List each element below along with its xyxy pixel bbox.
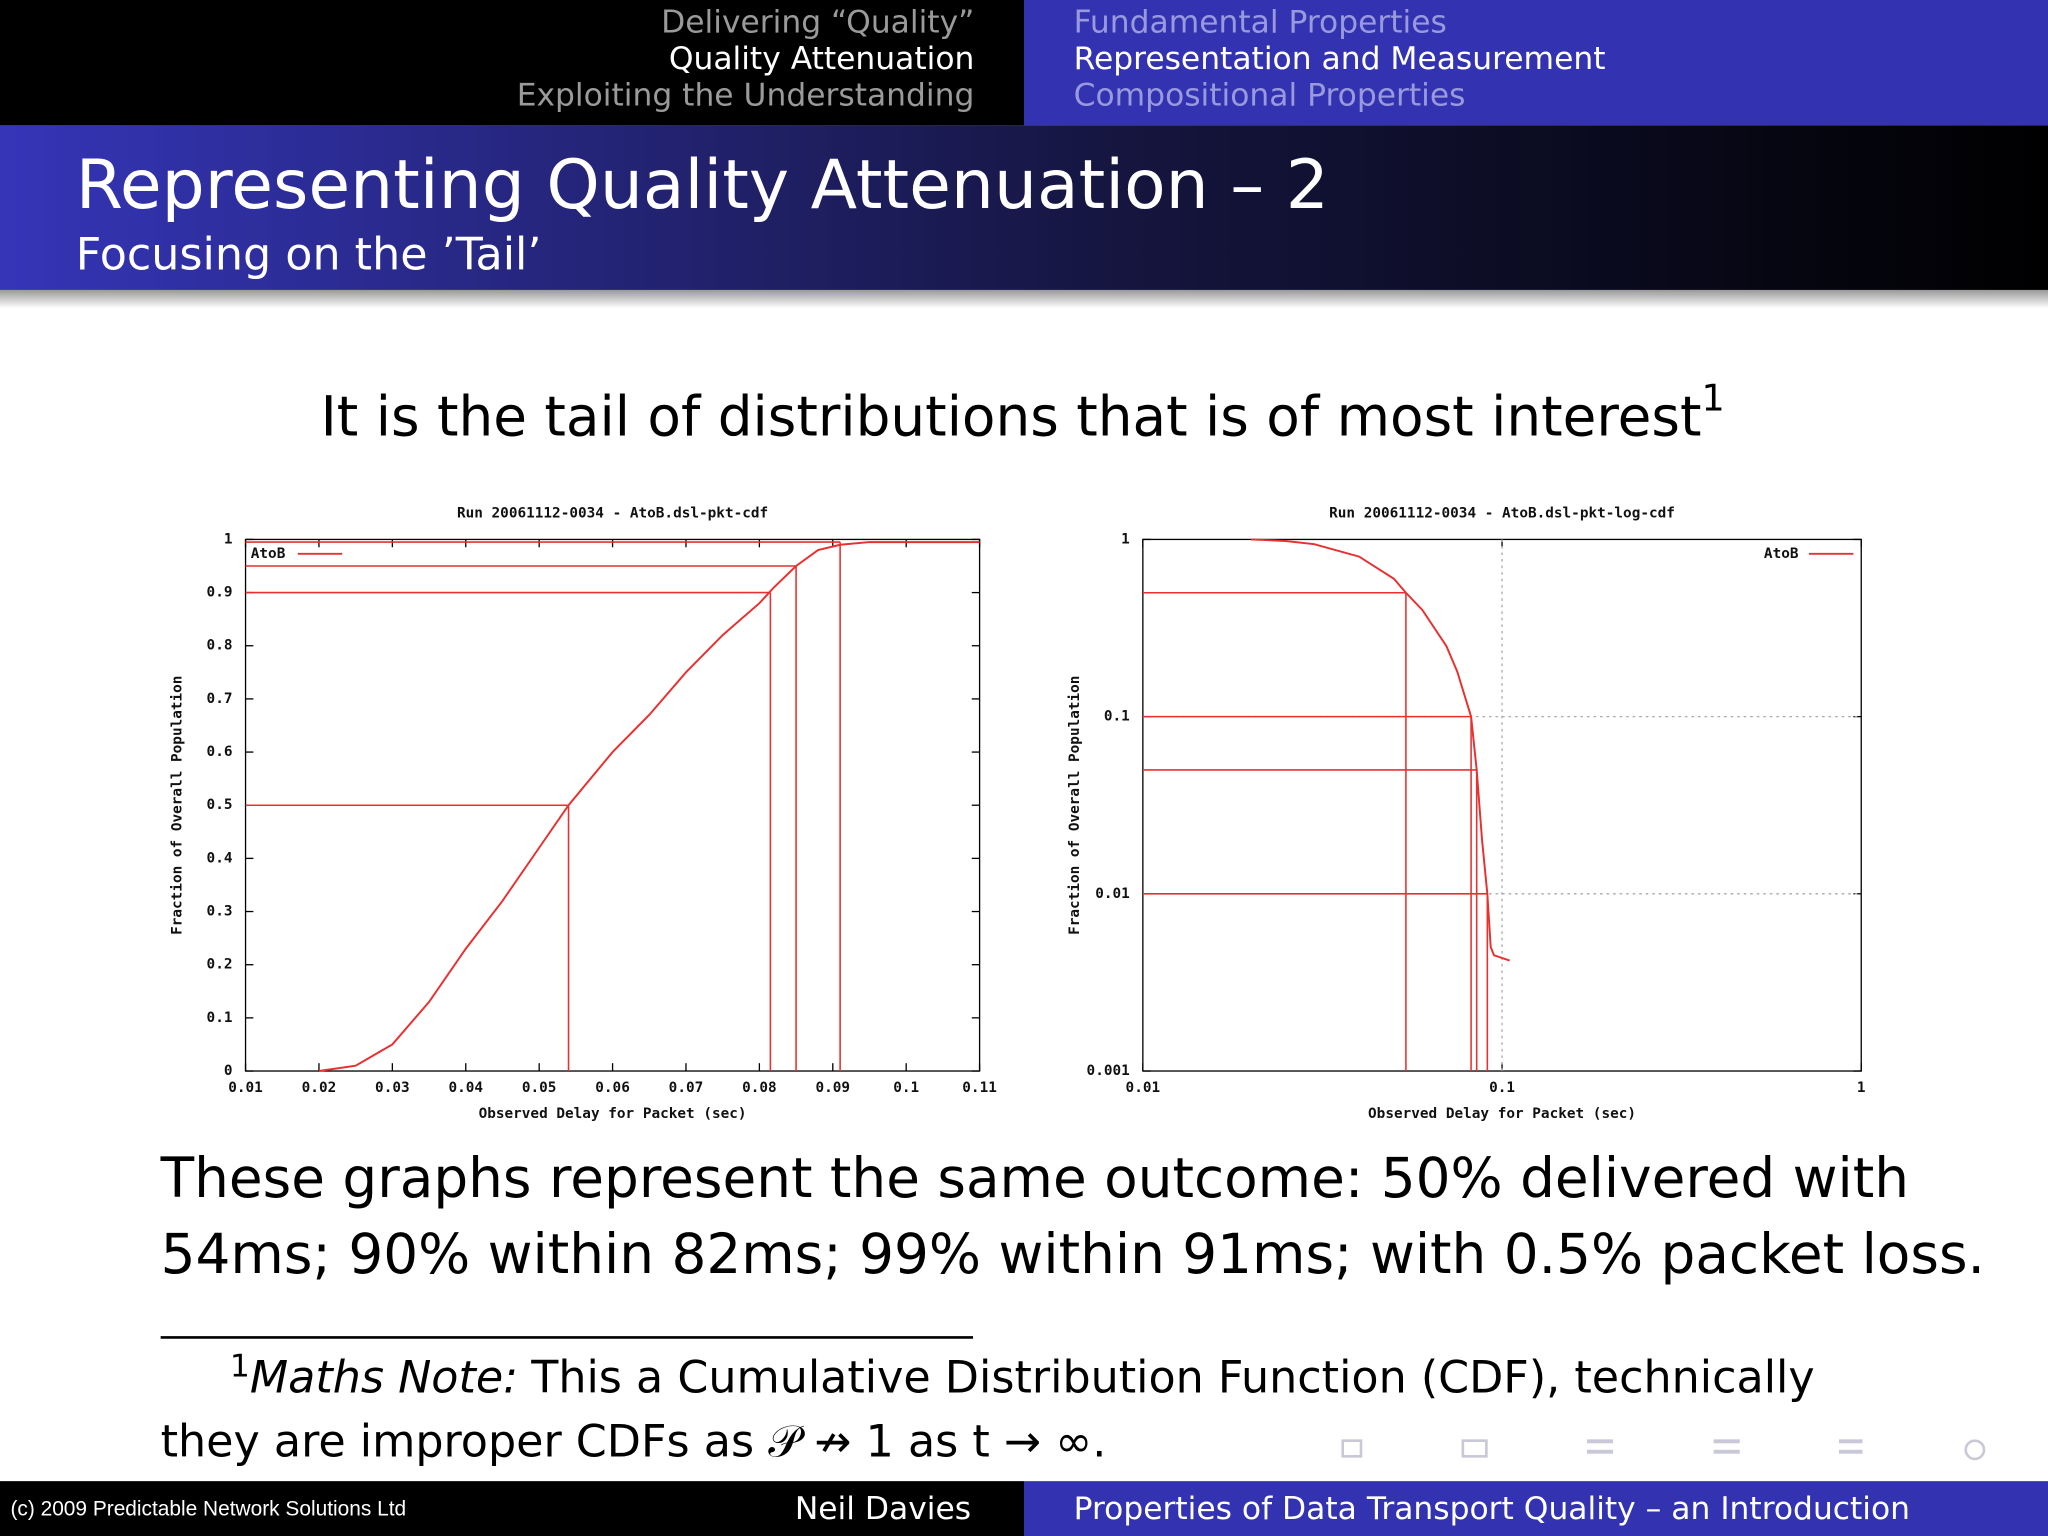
x-axis-label: Observed Delay for Packet (sec) (479, 1106, 747, 1122)
y-tick-label: 1 (1121, 531, 1130, 547)
nav-appendix-icon[interactable] (1839, 1439, 1863, 1444)
nav-subsection[interactable]: Representation and Measurement (1074, 41, 1606, 77)
nav-doc-icon[interactable] (1713, 1449, 1740, 1454)
x-axis-label: Observed Delay for Packet (sec) (1368, 1106, 1636, 1122)
x-tick-label: 1 (1857, 1080, 1866, 1096)
charts: Run 20061112-0034 - AtoB.dsl-pkt-cdf Obse… (170, 505, 1866, 1122)
y-tick-label: 0.7 (207, 691, 233, 707)
y-tick-label: 0 (224, 1063, 233, 1079)
x-tick-label: 0.02 (302, 1080, 337, 1096)
y-tick-label: 0.2 (207, 957, 233, 973)
footnote-text: This a Cumulative Distribution Function … (530, 1353, 1814, 1404)
nav-icons[interactable] (1341, 1439, 1986, 1461)
y-axis-label: Fraction of Overall Population (1067, 676, 1083, 935)
y-tick-label: 0.4 (207, 850, 233, 866)
chart-title: Run 20061112-0034 - AtoB.dsl-pkt-log-cdf (1329, 505, 1675, 521)
series-line (1250, 538, 1510, 962)
y-tick-label: 1 (224, 531, 233, 547)
nav-doc-icon[interactable] (1713, 1439, 1740, 1444)
nav-section[interactable]: Delivering “Quality” (661, 5, 974, 41)
summary-line: 54ms; 90% within 82ms; 99% within 91ms; … (161, 1222, 1985, 1286)
legend-label: AtoB (1764, 546, 1799, 562)
nav-right (1024, 0, 2048, 126)
title-shadow (0, 289, 2048, 309)
slide-subtitle: Focusing on the ’Tail’ (76, 229, 542, 280)
y-tick-label: 0.6 (207, 744, 233, 760)
nav-section-icon[interactable] (1586, 1439, 1614, 1444)
nav-section-icon[interactable] (1586, 1449, 1614, 1454)
y-tick-label: 0.8 (207, 638, 233, 654)
nav-subsection[interactable]: Compositional Properties (1074, 78, 1466, 114)
x-tick-label: 0.04 (448, 1080, 483, 1096)
x-tick-label: 0.08 (742, 1080, 777, 1096)
nav-appendix-icon[interactable] (1839, 1449, 1863, 1454)
footer-author: Neil Davies (795, 1491, 971, 1527)
footnote-line: they are improper CDFs as 𝒫 ↛ 1 as t → ∞… (161, 1417, 1107, 1468)
footer-talk: Properties of Data Transport Quality – a… (1074, 1491, 1910, 1527)
footnote-label: Maths Note: (250, 1353, 518, 1404)
footnote-ref: 1 (1702, 376, 1725, 419)
x-tick-label: 0.11 (962, 1080, 997, 1096)
nav-subsection[interactable]: Fundamental Properties (1074, 5, 1447, 41)
x-tick-label: 0.06 (595, 1080, 630, 1096)
y-axis-label: Fraction of Overall Population (170, 676, 186, 935)
y-tick-label: 0.5 (207, 797, 233, 813)
x-tick-label: 0.01 (228, 1080, 263, 1096)
x-tick-label: 0.07 (669, 1080, 704, 1096)
footnote-line: 1Maths Note: This a Cumulative Distributi… (230, 1349, 1815, 1404)
x-tick-label: 0.09 (815, 1080, 850, 1096)
intro-text: It is the tail of distributions that is … (321, 376, 1725, 449)
nav-section[interactable]: Exploiting the Understanding (517, 78, 975, 114)
slide-title: Representing Quality Attenuation – 2 (76, 146, 1329, 225)
footnote-mark: 1 (230, 1349, 250, 1385)
nav-frame-icon[interactable] (1341, 1439, 1363, 1458)
x-tick-label: 0.05 (522, 1080, 557, 1096)
nav-left (0, 0, 1024, 126)
title-band (0, 125, 2048, 290)
x-tick-label: 0.01 (1126, 1080, 1161, 1096)
x-tick-label: 0.03 (375, 1080, 410, 1096)
intro: It is the tail of distributions that is … (321, 385, 1702, 449)
y-tick-label: 0.1 (207, 1010, 233, 1026)
footer-left (0, 1481, 1024, 1536)
nav-subsection-icon[interactable] (1461, 1439, 1488, 1458)
series-line (318, 541, 980, 1072)
y-tick-label: 0.01 (1095, 886, 1130, 902)
legend-label: AtoB (251, 546, 286, 562)
nav-section[interactable]: Quality Attenuation (669, 41, 975, 77)
footer-right (1024, 1481, 2048, 1536)
summary-line: These graphs represent the same outcome:… (160, 1146, 1909, 1210)
x-tick-label: 0.1 (893, 1080, 919, 1096)
footer-copyright: (c) 2009 Predictable Network Solutions L… (10, 1497, 406, 1520)
y-tick-label: 0.1 (1104, 709, 1130, 725)
x-tick-label: 0.1 (1489, 1080, 1515, 1096)
chart-title: Run 20061112-0034 - AtoB.dsl-pkt-cdf (457, 505, 768, 521)
y-tick-label: 0.9 (207, 585, 233, 601)
y-tick-label: 0.3 (207, 904, 233, 920)
nav-search-icon[interactable] (1964, 1439, 1986, 1461)
y-tick-label: 0.001 (1087, 1063, 1130, 1079)
